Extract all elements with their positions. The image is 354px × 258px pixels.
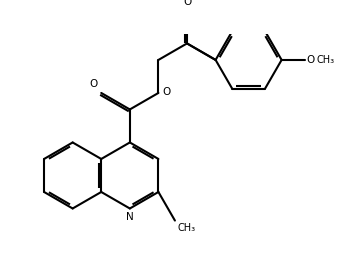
Text: CH₃: CH₃ — [178, 223, 196, 233]
Text: O: O — [183, 0, 191, 7]
Text: O: O — [162, 87, 170, 97]
Text: CH₃: CH₃ — [317, 55, 335, 65]
Text: O: O — [90, 79, 98, 90]
Text: N: N — [126, 212, 134, 222]
Text: O: O — [307, 55, 315, 65]
